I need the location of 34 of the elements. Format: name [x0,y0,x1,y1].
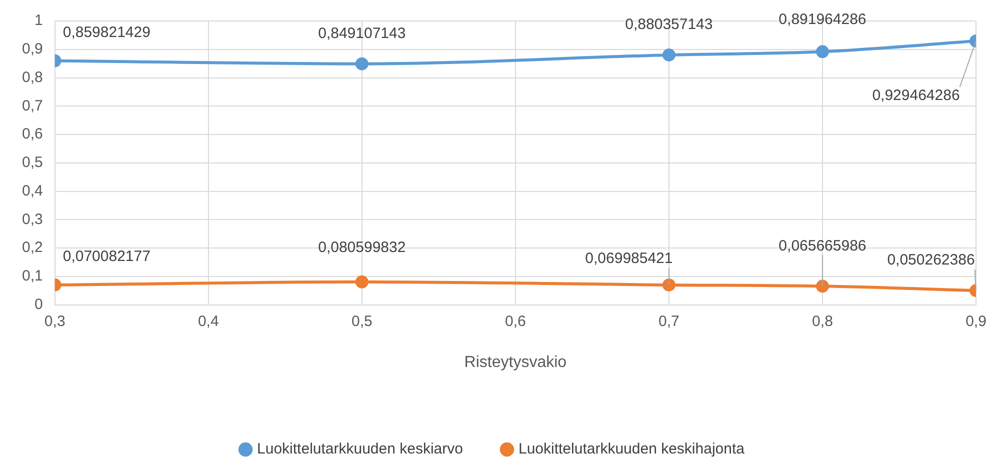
data-label: 0,065665986 [778,237,866,254]
legend-label: Luokittelutarkkuuden keskihajonta [518,440,746,458]
data-label: 0,859821429 [62,24,150,41]
x-tick-label: 0,9 [966,312,986,330]
data-label: 0,880357143 [625,16,713,34]
y-tick-label: 0,6 [22,126,43,143]
y-tick-label: 0,4 [22,182,43,200]
x-tick-label: 0,4 [198,312,219,330]
y-tick-label: 0,8 [22,68,43,86]
point [662,278,676,292]
data-label: 0,050262386 [887,252,975,269]
point [662,48,676,62]
data-label: 0,069985421 [585,250,673,268]
legend-label: Luokittelutarkkuuden keskiarvo [257,440,463,458]
data-label: 0,080599832 [318,239,406,256]
y-tick-label: 0,1 [22,268,43,285]
point [816,280,829,293]
x-axis-title: Risteytysvakio [464,354,567,371]
point [816,45,829,58]
x-tick-label: 0,7 [658,312,680,330]
data-label: 0,929464286 [872,87,960,104]
y-tick-label: 0,3 [22,210,43,228]
data-label: 0,891964286 [778,10,866,28]
y-tick-label: 0,9 [22,40,43,58]
y-tick-label: 0,7 [22,97,43,114]
data-label: 0,070082177 [62,248,150,266]
x-tick-label: 0,8 [812,312,833,330]
y-tick-label: 1 [34,12,43,30]
y-tick-label: 0,5 [22,154,43,172]
x-tick-label: 0,5 [351,312,372,330]
x-tick-label: 0,6 [504,312,526,330]
data-label: 0,849107143 [318,24,406,42]
y-tick-label: 0 [34,296,43,313]
y-tick-label: 0,2 [22,239,43,256]
